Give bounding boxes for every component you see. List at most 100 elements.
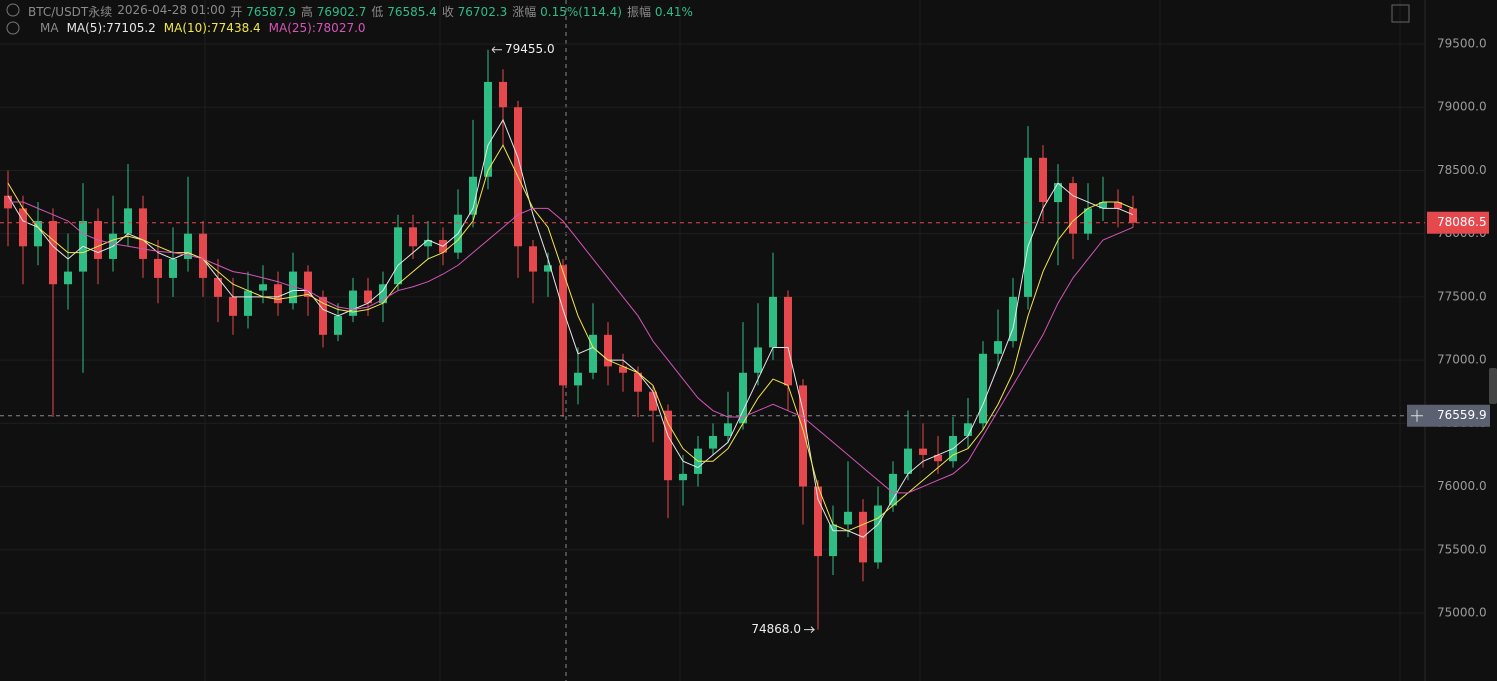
candle-body — [679, 473, 687, 481]
ma-line — [7, 144, 1134, 532]
collapse-icon[interactable] — [6, 3, 20, 17]
y-tick-label: 75500.0 — [1437, 542, 1487, 556]
candle-body — [304, 271, 312, 297]
candle-body — [574, 372, 582, 386]
candle-body — [1039, 157, 1047, 203]
candle-body — [979, 353, 987, 424]
label: 涨幅 — [512, 5, 537, 19]
candle-body — [634, 372, 642, 392]
candle-body — [49, 221, 57, 285]
label: 振幅 — [626, 5, 651, 19]
label: 高 — [300, 5, 313, 19]
y-tick-label: 77000.0 — [1437, 353, 1487, 367]
label: 低 — [371, 5, 384, 19]
candle-body — [739, 372, 747, 424]
candle-body — [34, 221, 42, 247]
candle-body — [1084, 208, 1092, 234]
candle-body — [154, 258, 162, 278]
label: 开 — [230, 5, 243, 19]
candle-body — [544, 265, 552, 272]
ohlc-header: BTC/USDT永续 2026-04-28 01:00 开 76587.9 高 … — [28, 3, 693, 20]
candle-body — [259, 284, 267, 291]
candle-body — [964, 423, 972, 436]
candle-body — [1024, 157, 1032, 297]
collapse-handle[interactable] — [1489, 368, 1497, 404]
candle-body — [19, 208, 27, 247]
candle-body — [289, 271, 297, 304]
candle-body — [319, 296, 327, 335]
legend-entry: MA(10):77438.4 — [163, 21, 261, 35]
ma-line — [8, 201, 1134, 494]
candle-body — [814, 486, 822, 557]
y-tick-label: 78500.0 — [1437, 163, 1487, 177]
symbol: BTC/USDT永续 — [28, 5, 113, 19]
crosshair-price-box — [1407, 404, 1490, 427]
candle-body — [724, 423, 732, 436]
candle-body — [754, 347, 762, 373]
candle-body — [589, 334, 597, 373]
y-tick-label: 79000.0 — [1437, 100, 1487, 114]
value: 0.41% — [654, 5, 693, 19]
candle-body — [124, 208, 132, 234]
candle-body — [64, 271, 72, 285]
candle-body — [784, 296, 792, 386]
candle-body — [994, 341, 1002, 354]
last-price-label: 78086.5 — [1437, 215, 1487, 229]
fullscreen-icon[interactable] — [1391, 4, 1410, 23]
indicator-name: MA — [40, 21, 59, 35]
candle-body — [874, 505, 882, 563]
value: 76902.7 — [316, 5, 367, 19]
candle-body — [844, 511, 852, 525]
candle-body — [619, 366, 627, 373]
vertical-grid — [204, 0, 1401, 681]
candle-body — [484, 81, 492, 177]
max-label: 79455.0 — [505, 42, 555, 56]
candle-body — [1099, 202, 1107, 209]
candle-body — [334, 315, 342, 335]
ma-line — [7, 118, 1134, 538]
candle-body — [214, 277, 222, 297]
candle-body — [559, 265, 567, 386]
candle-body — [904, 448, 912, 474]
crosshair-price-label: 76559.9 — [1437, 408, 1487, 422]
candle-body — [364, 290, 372, 304]
candle-body — [244, 290, 252, 316]
candle-body — [349, 290, 357, 316]
candle-body — [934, 454, 942, 462]
candle-body — [1054, 183, 1062, 203]
candle-body — [424, 239, 432, 247]
candle-body — [139, 208, 147, 259]
label: 收 — [441, 5, 454, 19]
candle-body — [199, 233, 207, 278]
candle-body — [1114, 202, 1122, 209]
candle-body — [379, 284, 387, 304]
candle-body — [604, 334, 612, 367]
arrow-icon — [804, 626, 816, 634]
candle-body — [664, 410, 672, 481]
candle-body — [1129, 208, 1137, 223]
value: 0.15%(114.4) — [540, 5, 622, 19]
candle-body — [394, 227, 402, 285]
value: 76585.4 — [387, 5, 437, 19]
candle-body — [184, 233, 192, 259]
collapse-icon[interactable] — [6, 21, 20, 35]
candle-body — [799, 385, 807, 487]
y-tick-label: 79500.0 — [1437, 37, 1487, 51]
value: 76587.9 — [246, 5, 296, 19]
ma-legend: MA MA(5):77105.2 MA(10):77438.4 MA(25):780… — [40, 21, 366, 35]
candle-body — [919, 448, 927, 455]
candle-body — [469, 176, 477, 215]
value: 76702.3 — [457, 5, 508, 19]
candle-body — [1069, 183, 1077, 234]
candle-body — [409, 227, 417, 247]
candle-body — [649, 391, 657, 411]
y-tick-label: 75000.0 — [1437, 605, 1487, 619]
candle-body — [889, 473, 897, 506]
legend-entry: MA(25):78027.0 — [268, 21, 366, 35]
candle-body — [274, 284, 282, 304]
candle-body — [529, 246, 537, 272]
candle-body — [829, 524, 837, 557]
candle-body — [769, 296, 777, 348]
